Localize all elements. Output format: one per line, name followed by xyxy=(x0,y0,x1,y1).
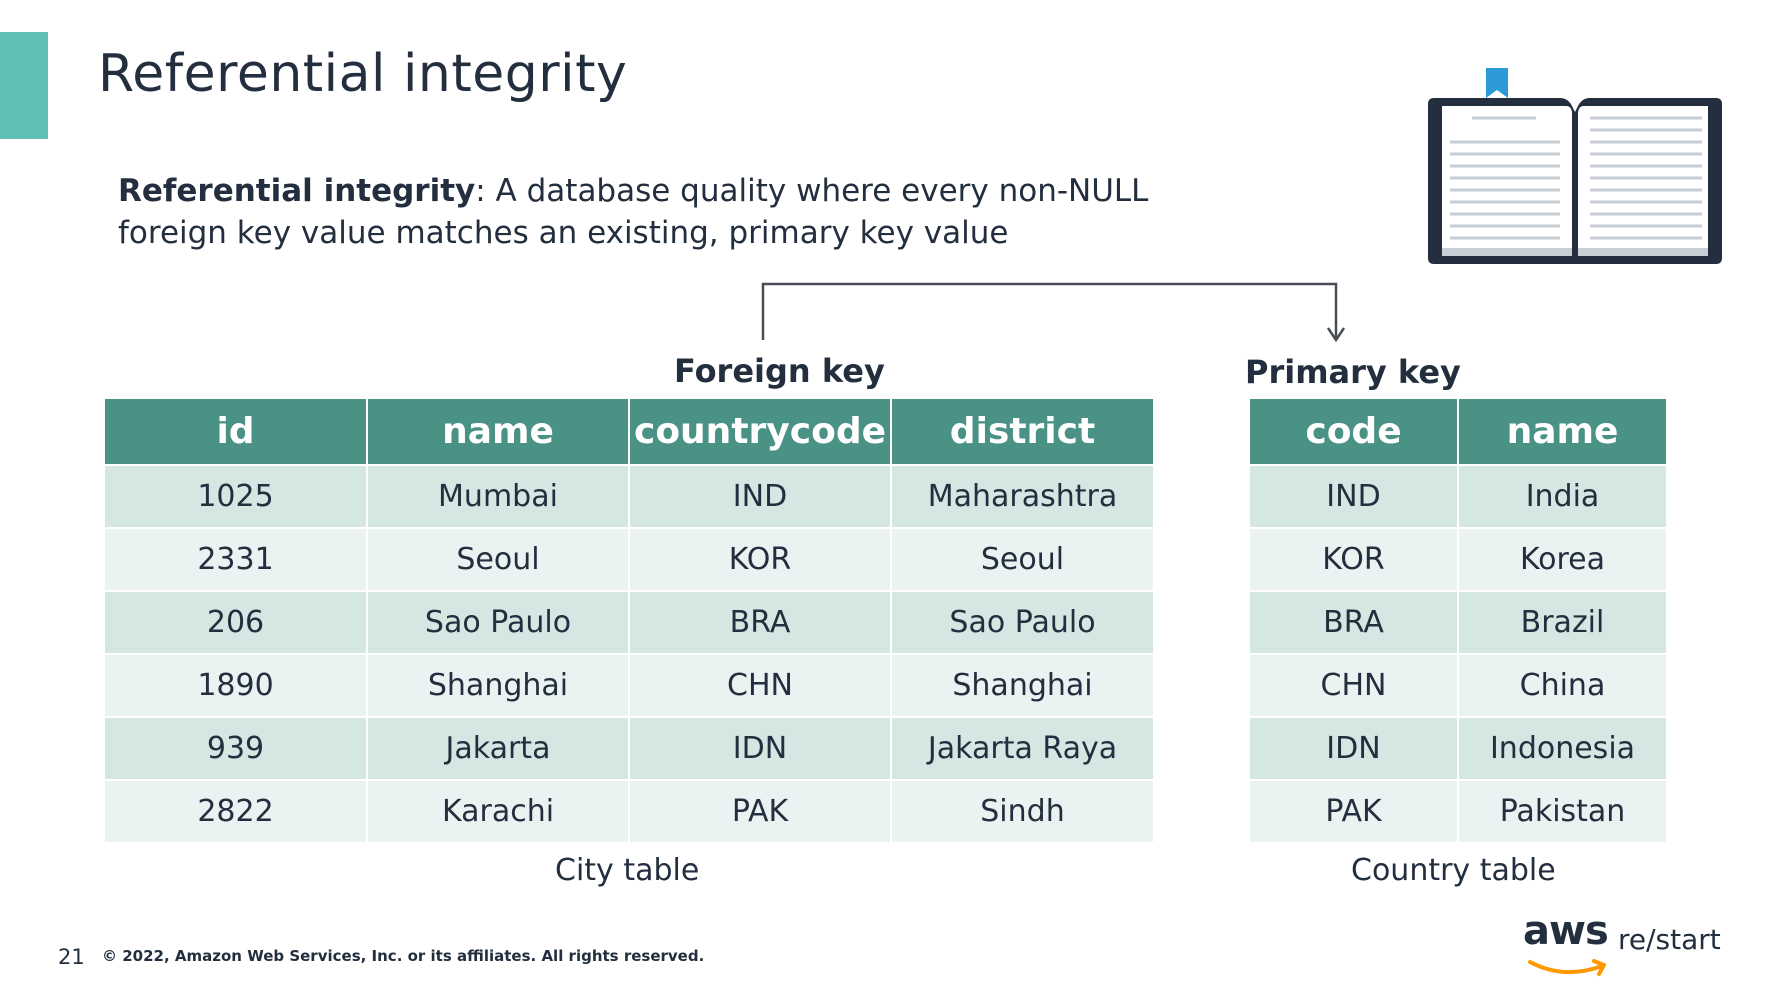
table-cell: IDN xyxy=(1250,716,1459,780)
definition-text: Referential integrity: A database qualit… xyxy=(118,170,1178,254)
table-cell: Pakistan xyxy=(1458,779,1666,842)
table-cell: 939 xyxy=(105,716,368,780)
table-row: IND India xyxy=(1250,464,1666,528)
table-cell: Sindh xyxy=(891,779,1153,842)
table-cell: Seoul xyxy=(367,527,630,591)
table-cell: Seoul xyxy=(891,527,1153,591)
table-cell: KOR xyxy=(1250,527,1459,591)
definition-body: : A database quality where every non-NUL… xyxy=(118,173,1149,251)
table-cell: CHN xyxy=(629,653,892,717)
column-header: name xyxy=(367,399,630,465)
accent-bar xyxy=(0,32,48,139)
table-row: 2822 Karachi PAK Sindh xyxy=(105,779,1153,842)
book-icon xyxy=(1428,68,1722,264)
column-header: code xyxy=(1250,399,1459,465)
table-cell: India xyxy=(1458,464,1666,528)
table-row: 939 Jakarta IDN Jakarta Raya xyxy=(105,716,1153,780)
table-row: KOR Korea xyxy=(1250,527,1666,591)
table-cell: 206 xyxy=(105,590,368,654)
copyright-notice: © 2022, Amazon Web Services, Inc. or its… xyxy=(102,947,705,965)
table-cell: PAK xyxy=(1250,779,1459,842)
table-row: 1025 Mumbai IND Maharashtra xyxy=(105,464,1153,528)
table-cell: Karachi xyxy=(367,779,630,842)
table-cell: 2331 xyxy=(105,527,368,591)
page-title: Referential integrity xyxy=(98,44,628,104)
table-cell: 1890 xyxy=(105,653,368,717)
table-cell: IDN xyxy=(629,716,892,780)
table-row: 206 Sao Paulo BRA Sao Paulo xyxy=(105,590,1153,654)
foreign-key-label: Foreign key xyxy=(674,352,885,390)
aws-smile-icon xyxy=(1528,959,1606,976)
table-cell: Indonesia xyxy=(1458,716,1666,780)
table-cell: China xyxy=(1458,653,1666,717)
country-table: code name IND India KOR Korea BRA Brazil… xyxy=(1250,399,1666,842)
definition-term: Referential integrity xyxy=(118,173,476,209)
table-row: IDN Indonesia xyxy=(1250,716,1666,780)
table-cell: 2822 xyxy=(105,779,368,842)
table-cell: IND xyxy=(629,464,892,528)
column-header: countrycode xyxy=(629,399,892,465)
table-row: PAK Pakistan xyxy=(1250,779,1666,842)
country-table-caption: Country table xyxy=(1351,853,1556,888)
city-table: id name countrycode district 1025 Mumbai… xyxy=(105,399,1153,842)
table-cell: IND xyxy=(1250,464,1459,528)
table-cell: Mumbai xyxy=(367,464,630,528)
table-header-row: code name xyxy=(1250,399,1666,465)
table-cell: PAK xyxy=(629,779,892,842)
table-cell: Brazil xyxy=(1458,590,1666,654)
column-header: name xyxy=(1458,399,1666,465)
table-cell: Shanghai xyxy=(367,653,630,717)
table-row: CHN China xyxy=(1250,653,1666,717)
table-row: 2331 Seoul KOR Seoul xyxy=(105,527,1153,591)
table-cell: Shanghai xyxy=(891,653,1153,717)
table-cell: Jakarta Raya xyxy=(891,716,1153,780)
table-cell: Maharashtra xyxy=(891,464,1153,528)
table-row: BRA Brazil xyxy=(1250,590,1666,654)
table-cell: 1025 xyxy=(105,464,368,528)
page-number: 21 xyxy=(58,945,85,969)
column-header: id xyxy=(105,399,368,465)
table-cell: Korea xyxy=(1458,527,1666,591)
primary-key-label: Primary key xyxy=(1245,353,1461,391)
table-cell: BRA xyxy=(1250,590,1459,654)
table-cell: BRA xyxy=(629,590,892,654)
bookmark-icon xyxy=(1486,68,1508,98)
restart-logo-text: re/start xyxy=(1618,923,1721,956)
table-cell: Sao Paulo xyxy=(367,590,630,654)
table-header-row: id name countrycode district xyxy=(105,399,1153,465)
table-cell: KOR xyxy=(629,527,892,591)
aws-logo-text: aws xyxy=(1523,908,1609,954)
table-cell: Sao Paulo xyxy=(891,590,1153,654)
table-row: 1890 Shanghai CHN Shanghai xyxy=(105,653,1153,717)
table-cell: CHN xyxy=(1250,653,1459,717)
table-cell: Jakarta xyxy=(367,716,630,780)
city-table-caption: City table xyxy=(555,853,700,888)
column-header: district xyxy=(891,399,1153,465)
